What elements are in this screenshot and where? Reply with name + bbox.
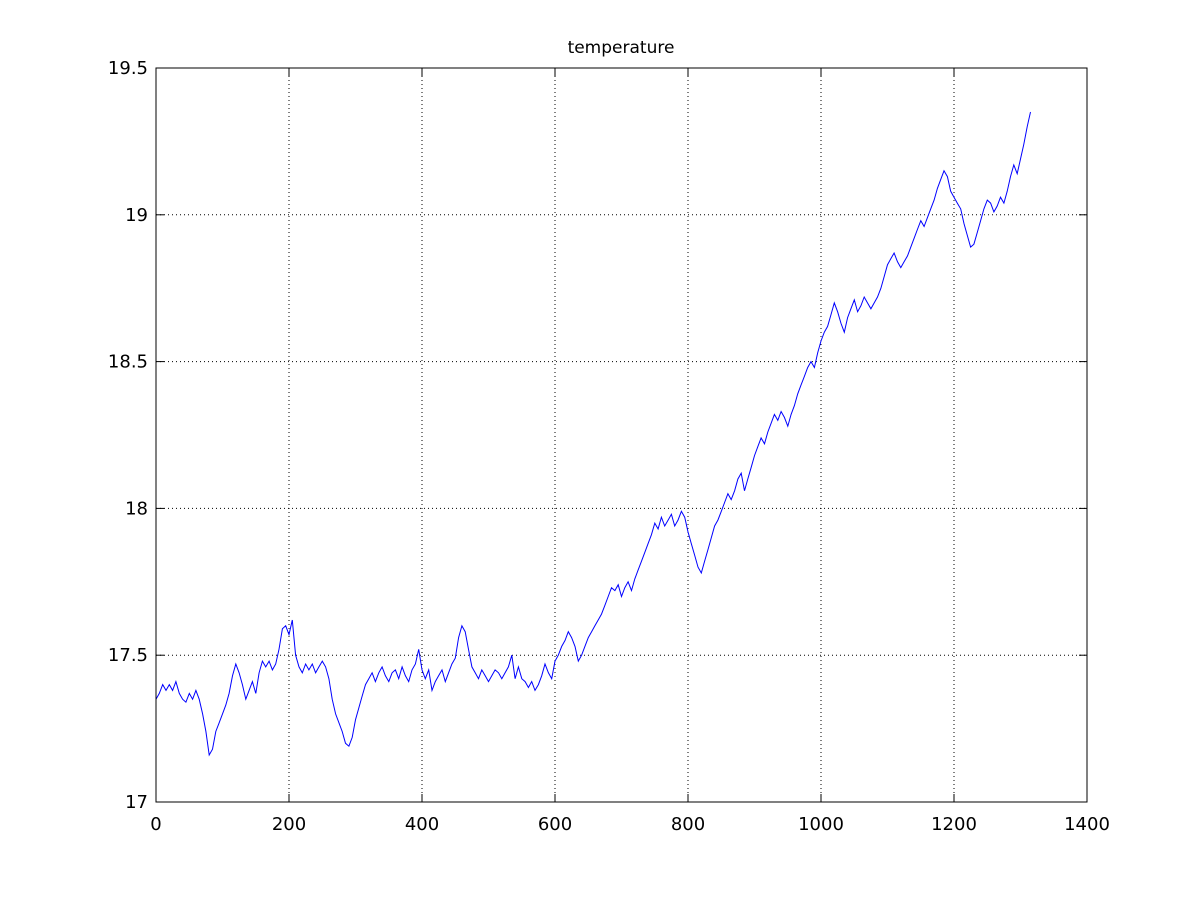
axis-ticks — [155, 67, 1088, 803]
y-tick-label: 19.5 — [108, 58, 148, 79]
x-tick-label: 1200 — [931, 814, 977, 835]
x-tick-label: 1000 — [798, 814, 844, 835]
x-tick-label: 600 — [538, 814, 572, 835]
plot-frame — [155, 67, 1088, 803]
series-layer — [155, 111, 1031, 757]
y-tick-label: 17.5 — [108, 645, 148, 666]
chart-title: temperature — [568, 38, 675, 58]
y-axis-tick-labels: 17 17.5 18 18.5 19 19.5 — [108, 58, 148, 813]
x-tick-label: 1400 — [1064, 814, 1110, 835]
x-axis-tick-labels: 0 200 400 600 800 1000 1200 1400 — [150, 814, 1110, 835]
y-tick-label: 19 — [125, 205, 148, 226]
y-tick-label: 18 — [125, 498, 148, 519]
y-tick-label: 18.5 — [108, 352, 148, 373]
series-line-temperature — [155, 111, 1031, 757]
x-tick-label: 200 — [272, 814, 306, 835]
x-tick-label: 400 — [405, 814, 439, 835]
y-tick-label: 17 — [125, 792, 148, 813]
plot-background — [156, 68, 1087, 802]
x-tick-label: 800 — [671, 814, 705, 835]
x-tick-label: 0 — [150, 814, 161, 835]
